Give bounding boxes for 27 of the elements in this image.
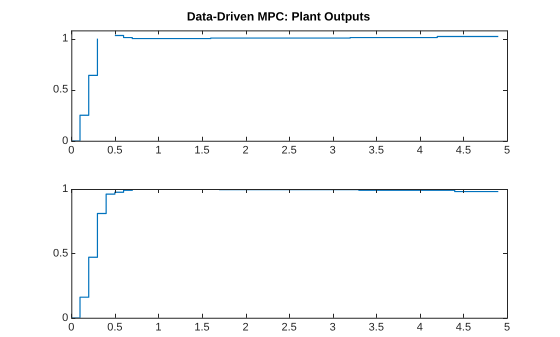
- x-tick-label: 3.5: [368, 321, 384, 334]
- x-tick-label: 4: [416, 321, 423, 334]
- x-tick-label: 0.5: [107, 144, 123, 156]
- x-tick-label: 3.5: [368, 144, 384, 156]
- x-tick-label: 3: [330, 321, 336, 334]
- x-tick-label: 2: [242, 144, 249, 156]
- x-tick-label: 1: [155, 321, 162, 334]
- x-tick-label: 0.5: [107, 321, 123, 334]
- chart-title: Data-Driven MPC: Plant Outputs: [186, 10, 370, 24]
- x-tick-label: 5: [504, 144, 510, 156]
- x-tick-label: 1: [155, 144, 162, 156]
- x-tick-label: 4.5: [456, 144, 472, 156]
- y-tick-label: 0: [62, 312, 68, 324]
- y-tick-label: 0.5: [52, 84, 68, 96]
- x-tick-label: 4: [416, 144, 423, 156]
- x-tick-label: 2: [242, 321, 249, 334]
- x-tick-label: 2.5: [281, 321, 297, 334]
- x-tick-label: 1.5: [194, 321, 210, 334]
- y-tick-label: 0.5: [52, 247, 68, 260]
- x-tick-label: 5: [504, 321, 510, 334]
- y-tick-label: 1: [62, 183, 68, 196]
- y-tick-label: 1: [62, 32, 68, 45]
- y-tick-label: 0: [62, 134, 68, 147]
- x-tick-label: 2.5: [281, 144, 297, 156]
- x-tick-label: 4.5: [456, 321, 472, 334]
- x-tick-label: 1.5: [194, 144, 210, 156]
- x-tick-label: 3: [330, 144, 336, 156]
